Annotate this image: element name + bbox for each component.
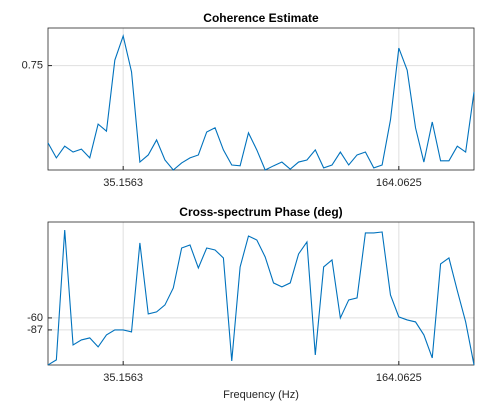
data-line <box>47 33 475 171</box>
axes-box <box>47 221 475 366</box>
y-tick-label: -87 <box>27 324 43 336</box>
x-tick-label: 164.0625 <box>376 177 422 189</box>
x-tick-label: 35.1563 <box>103 177 143 189</box>
data-line <box>47 229 475 366</box>
chart-title: Cross-spectrum Phase (deg) <box>179 205 342 219</box>
x-tick-label: 164.0625 <box>376 372 422 384</box>
plot-area <box>48 222 474 365</box>
y-tick-label: -60 <box>27 312 43 324</box>
axes-box <box>47 27 475 171</box>
chart-title: Coherence Estimate <box>203 11 319 25</box>
x-axis-label: Frequency (Hz) <box>223 389 299 401</box>
x-tick-label: 35.1563 <box>103 372 143 384</box>
y-tick-label: 0.75 <box>22 59 43 71</box>
plot-area <box>48 28 474 170</box>
